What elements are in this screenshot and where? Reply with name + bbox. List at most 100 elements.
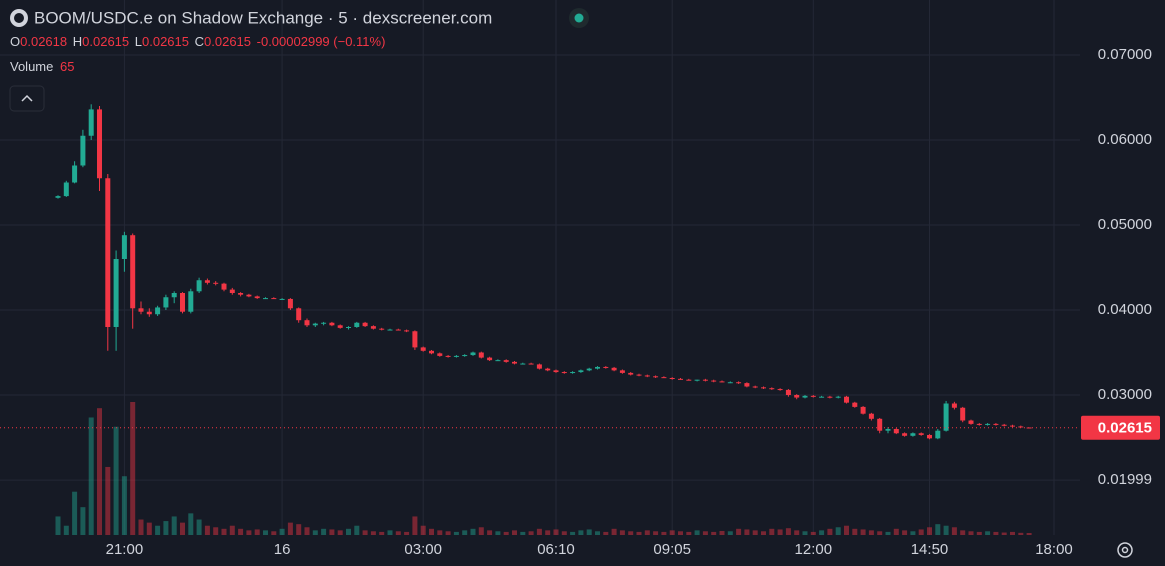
candle-body (570, 372, 576, 374)
candle-body (287, 298, 293, 309)
candle-body (868, 413, 874, 419)
legend-value: 0.02618 (20, 34, 67, 49)
x-tick-label: 18:00 (1035, 541, 1073, 558)
volume-bar (578, 530, 584, 535)
volume-bar (130, 402, 136, 535)
volume-bar (736, 528, 742, 535)
volume-bar (221, 528, 227, 535)
candle-body (495, 360, 501, 362)
candle-body (827, 396, 833, 398)
collapse-button[interactable] (9, 85, 45, 112)
candle-body (462, 355, 468, 357)
volume-bar (379, 531, 385, 535)
candle-body (669, 378, 675, 380)
volume-bar (412, 516, 418, 535)
volume-bar (777, 529, 783, 535)
volume-bar (968, 531, 974, 535)
candle-body (769, 388, 775, 390)
x-tick-label: 16 (274, 541, 291, 558)
candle-body (470, 352, 476, 356)
candle-body (844, 396, 849, 403)
candle-body (744, 383, 750, 387)
candle-body (810, 395, 816, 397)
volume-bar (97, 408, 102, 535)
candle-body (586, 368, 592, 371)
candle-body (271, 298, 277, 300)
candle-body (395, 329, 401, 331)
y-tick-label: 0.07000 (1098, 46, 1152, 63)
candle-body (55, 196, 61, 198)
settings-button[interactable] (1117, 542, 1133, 558)
candle-body (686, 379, 692, 381)
legend-label: O (10, 34, 20, 49)
candle-body (553, 370, 559, 373)
candle-body (362, 322, 368, 327)
candle-body (146, 311, 152, 315)
volume-bar (495, 531, 501, 535)
volume-bar (785, 528, 791, 535)
candle-body (985, 423, 991, 425)
candle-body (437, 353, 443, 356)
volume-bar (860, 529, 866, 535)
volume-bar (196, 519, 202, 535)
legend-value: 0.02615 (142, 34, 189, 49)
candle-body (196, 280, 202, 292)
volume-bar (603, 531, 609, 535)
candle-body (603, 366, 609, 368)
volume-bar (55, 516, 61, 535)
candle-body (346, 327, 351, 329)
volume-bar (354, 525, 360, 535)
volume-bar (437, 530, 443, 535)
candle-body (1010, 425, 1015, 427)
candle-body (561, 372, 567, 374)
candle-body (478, 352, 484, 358)
volume-bar (976, 531, 982, 535)
candle-body (902, 433, 908, 436)
volume-bar (1026, 532, 1032, 535)
candle-body (171, 293, 177, 298)
candle-body (420, 347, 426, 351)
volume-bar (951, 527, 957, 535)
volume-bar (462, 530, 468, 535)
volume-bar (271, 531, 277, 535)
candle-body (1026, 427, 1032, 429)
volume-bar (420, 525, 426, 535)
x-tick-label: 06:10 (537, 541, 575, 558)
candle-body (619, 370, 625, 373)
candle-body (785, 389, 791, 396)
legend-value: 0.02615 (204, 34, 251, 49)
volume-bar (644, 530, 650, 535)
settings-icon (1121, 546, 1129, 554)
candle-body (611, 367, 617, 371)
volume-bar (146, 522, 152, 535)
volume-bar (711, 531, 717, 535)
candle-body (644, 375, 650, 377)
candle-body (976, 423, 982, 425)
volume-bar (769, 528, 775, 535)
volume-bar (570, 531, 576, 535)
candle-body (404, 330, 410, 332)
candle-body (960, 407, 966, 421)
legend-change: -0.00002999 (257, 34, 330, 49)
volume-bar (246, 530, 252, 535)
volume-legend: Volume 65 (10, 59, 74, 74)
volume-bar (927, 527, 932, 535)
x-tick-label: 21:00 (106, 541, 144, 558)
volume-bar (877, 531, 883, 535)
token-icon-inner (14, 13, 24, 23)
volume-bar (296, 524, 302, 535)
candle-body (1001, 424, 1007, 426)
volume-bar (943, 525, 949, 535)
volume-bar (985, 531, 991, 535)
y-tick-label: 0.01999 (1098, 471, 1152, 488)
candle-body (628, 372, 634, 375)
candle-body (968, 420, 974, 424)
volume-bar (661, 531, 667, 535)
legend-label: L (135, 34, 142, 49)
candle-body (304, 320, 310, 326)
legend-change-pct: (−0.11%) (333, 34, 385, 49)
volume-bar (1001, 532, 1007, 535)
candle-body (238, 293, 244, 295)
